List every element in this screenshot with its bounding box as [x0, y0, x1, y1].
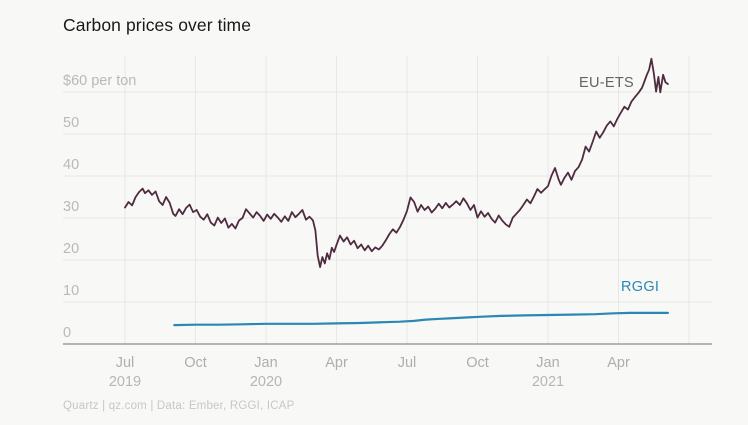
y-tick-label: 10: [63, 283, 79, 299]
eu-ets-line: [124, 57, 669, 269]
x-tick-label: Jan: [536, 355, 559, 371]
x-tick-label: Apr: [325, 355, 348, 371]
x-year-label: 2020: [250, 374, 282, 390]
x-tick-label: Jul: [116, 355, 135, 371]
x-tick-label: Jan: [254, 355, 277, 371]
rggi-line: [173, 311, 670, 327]
x-tick-label: Oct: [466, 355, 489, 371]
y-tick-label: 50: [63, 115, 79, 131]
x-tick-label: Oct: [184, 355, 207, 371]
y-tick-label: 0: [63, 325, 71, 341]
x-tick-label: Apr: [607, 355, 630, 371]
y-tick-label: 30: [63, 199, 79, 215]
eu-ets-series-label: EU-ETS: [579, 75, 634, 91]
y-tick-label: $60 per ton: [63, 73, 136, 89]
x-tick-label: Jul: [398, 355, 417, 371]
rggi-series-label: RGGI: [621, 279, 660, 295]
x-year-label: 2019: [109, 374, 141, 390]
source-credit: Quartz | qz.com | Data: Ember, RGGI, ICA…: [63, 400, 295, 412]
x-year-label: 2021: [532, 374, 564, 390]
y-tick-label: 40: [63, 157, 79, 173]
y-tick-label: 20: [63, 241, 79, 257]
page-title: Carbon prices over time: [63, 15, 252, 35]
